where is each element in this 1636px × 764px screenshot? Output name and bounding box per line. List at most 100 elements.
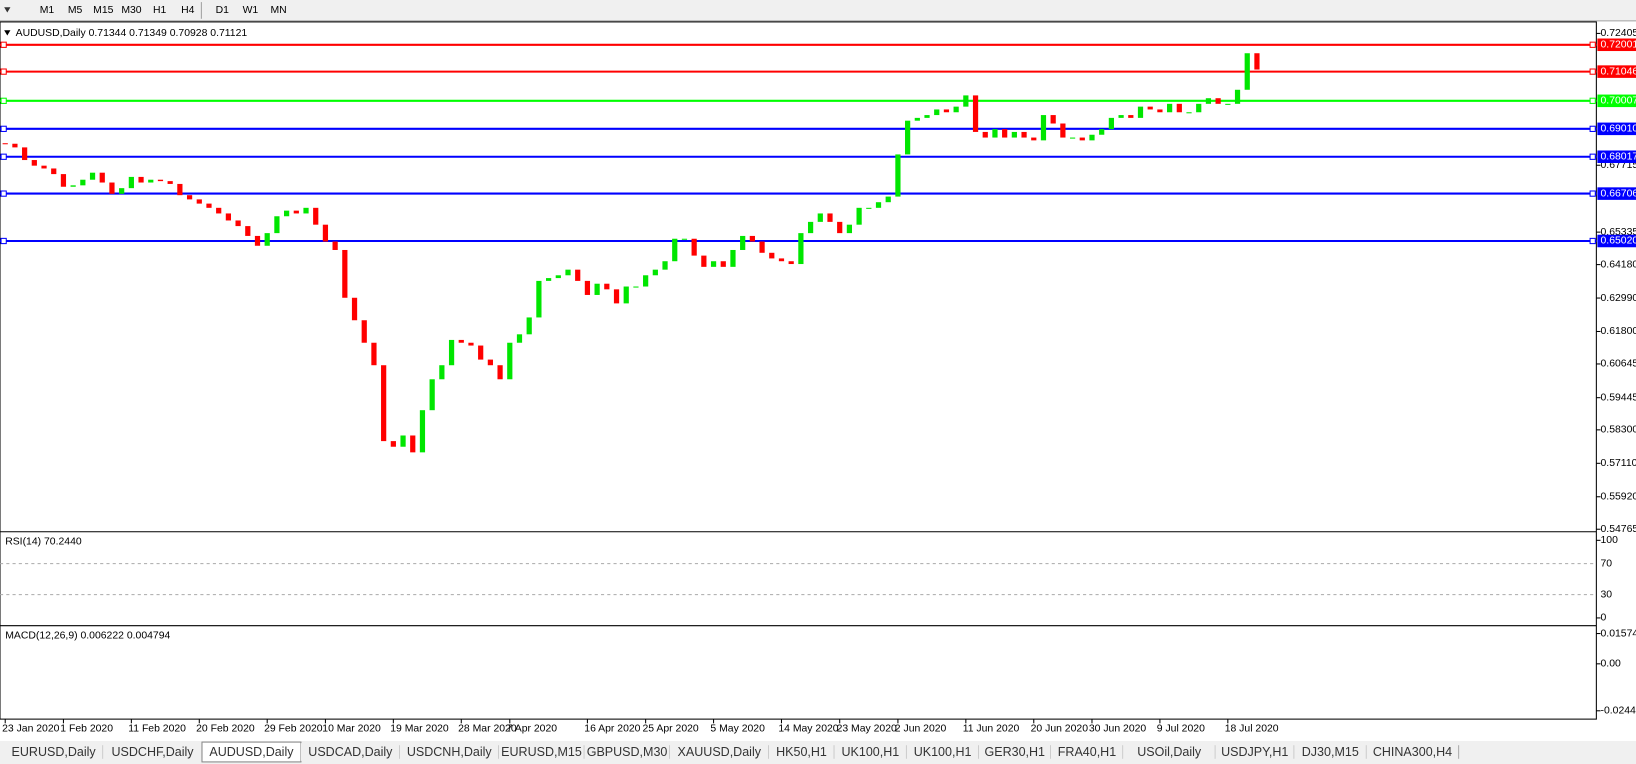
timeframe-label[interactable]: H4 <box>181 5 195 16</box>
candle <box>565 269 571 276</box>
tab-label[interactable]: GBPUSD,M30 <box>587 745 668 759</box>
timeframe-button[interactable] <box>265 1 293 19</box>
candle <box>866 207 872 209</box>
timeframe-button[interactable] <box>146 1 174 19</box>
timeframe-button[interactable] <box>33 1 61 19</box>
y-tick-label: 0.58300 <box>1601 425 1636 436</box>
tab[interactable] <box>906 743 979 761</box>
candle <box>206 203 212 208</box>
level-handle <box>1589 125 1596 132</box>
candle <box>361 320 367 343</box>
tab-label[interactable]: UK100,H1 <box>842 745 900 759</box>
tab-label[interactable]: USDJPY,H1 <box>1221 745 1288 759</box>
candle <box>1254 53 1260 70</box>
tab[interactable] <box>1050 743 1124 761</box>
candle <box>992 129 998 138</box>
tab[interactable] <box>4 743 104 761</box>
menu-icon <box>4 7 11 13</box>
candle <box>759 241 765 253</box>
timeframe-label[interactable]: M1 <box>40 5 55 16</box>
timeframe-label[interactable]: MN <box>270 5 286 16</box>
candle <box>817 213 823 222</box>
timeframe-label[interactable]: W1 <box>243 5 259 16</box>
header-arrow <box>4 30 11 36</box>
candle <box>1099 129 1105 135</box>
tab-label[interactable]: AUDUSD,Daily <box>209 745 294 759</box>
tab-label[interactable]: EURUSD,M15 <box>501 745 582 759</box>
candle <box>516 334 523 343</box>
y-tick-label: 0.60645 <box>1601 359 1636 370</box>
candle <box>351 297 358 321</box>
level-handle <box>0 125 7 132</box>
tab[interactable] <box>1123 743 1216 761</box>
candle <box>1108 117 1115 130</box>
tab-label[interactable]: USDCAD,Daily <box>308 745 393 759</box>
tab[interactable] <box>300 743 400 761</box>
y-tick-label: 0.72405 <box>1601 28 1636 39</box>
candle <box>99 172 105 183</box>
candle <box>235 220 241 227</box>
macd-tick-label: 0.015741 <box>1601 628 1636 639</box>
candle <box>905 120 911 155</box>
tab[interactable] <box>834 743 907 761</box>
tab[interactable] <box>1294 743 1367 761</box>
tab[interactable] <box>978 743 1051 761</box>
candle <box>982 131 988 138</box>
macd-title: MACD(12,26,9) 0.006222 0.004794 <box>5 630 170 641</box>
tab[interactable] <box>584 743 670 761</box>
x-tick-label: 14 May 2020 <box>778 723 838 734</box>
tab[interactable] <box>1366 743 1459 761</box>
timeframe-button[interactable] <box>117 1 146 19</box>
candle <box>846 224 853 234</box>
timeframe-label[interactable]: M15 <box>93 5 113 16</box>
tab-label[interactable]: FRA40,H1 <box>1058 745 1116 759</box>
timeframe-button[interactable] <box>89 1 117 19</box>
timeframe-label[interactable]: H1 <box>153 5 167 16</box>
x-tick-label: 25 Apr 2020 <box>643 723 699 734</box>
timeframe-button[interactable] <box>236 1 264 19</box>
candle <box>60 174 67 187</box>
x-tick-label: 5 May 2020 <box>710 723 765 734</box>
timeframe-button[interactable] <box>174 1 202 19</box>
timeframe-button[interactable] <box>208 1 236 19</box>
candle <box>80 179 86 186</box>
tab[interactable] <box>669 743 769 761</box>
tab[interactable] <box>399 743 499 761</box>
tab-label[interactable]: EURUSD,Daily <box>12 745 97 759</box>
tab[interactable] <box>1215 743 1295 761</box>
candle <box>1021 131 1027 138</box>
y-tick-label: 0.59445 <box>1601 392 1636 403</box>
level-label: 0.68017 <box>1601 152 1636 163</box>
tab-label[interactable]: USDCNH,Daily <box>407 745 493 759</box>
tab-label[interactable]: CHINA300,H4 <box>1373 745 1452 759</box>
candle <box>691 238 697 256</box>
tab-label[interactable]: GER30,H1 <box>985 745 1046 759</box>
tab-label[interactable]: USOil,Daily <box>1137 745 1202 759</box>
candle <box>1031 137 1037 141</box>
tab-label[interactable]: DJ30,M15 <box>1302 745 1359 759</box>
y-tick-label: 0.54765 <box>1601 524 1636 535</box>
level-handle <box>0 68 7 75</box>
timeframe-button[interactable] <box>61 1 89 19</box>
candle <box>1040 115 1047 141</box>
tab-label[interactable]: USDCHF,Daily <box>112 745 195 759</box>
timeframe-label[interactable]: M5 <box>68 5 83 16</box>
level-tag <box>1597 150 1636 164</box>
x-tick-label: 11 Jun 2020 <box>963 723 1020 734</box>
candle <box>89 172 96 180</box>
tab-label[interactable]: UK100,H1 <box>914 745 972 759</box>
candle <box>681 238 688 240</box>
candle <box>70 185 76 187</box>
rsi-tick-label: 70 <box>1601 558 1613 569</box>
tab[interactable] <box>498 743 585 761</box>
timeframe-label[interactable]: M30 <box>121 5 141 16</box>
candle <box>1205 98 1212 104</box>
candle <box>710 261 717 267</box>
tab-label[interactable]: HK50,H1 <box>776 745 827 759</box>
timeframe-label[interactable]: D1 <box>216 5 230 16</box>
tab-label[interactable]: XAUUSD,Daily <box>678 745 762 759</box>
tab[interactable] <box>768 743 835 761</box>
level-tag <box>1597 187 1636 200</box>
candle <box>1060 123 1066 138</box>
tab[interactable] <box>103 743 202 761</box>
